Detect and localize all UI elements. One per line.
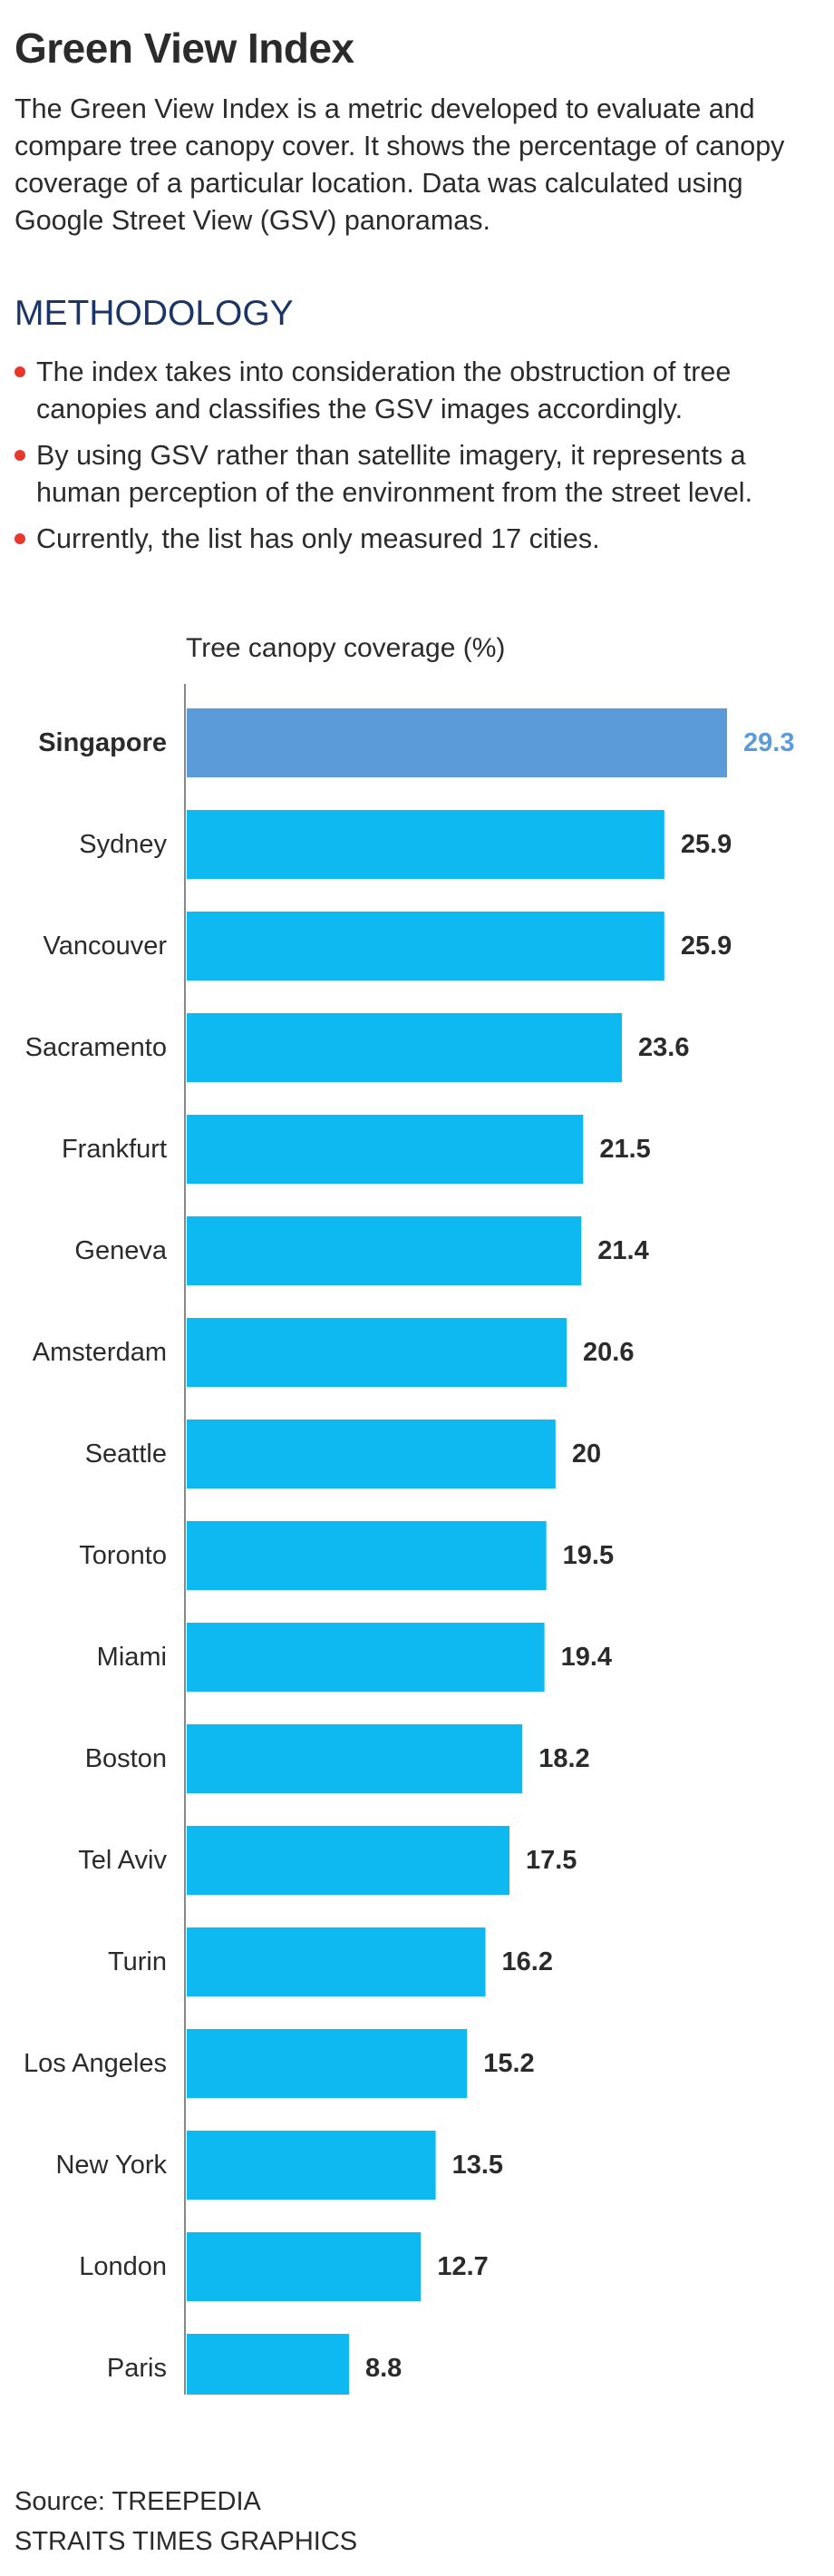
value-label: 15.2	[483, 2049, 534, 2078]
value-label: 18.2	[538, 1744, 589, 1773]
value-label: 20.6	[583, 1338, 634, 1367]
value-label: 20	[572, 1439, 601, 1469]
value-label: 17.5	[526, 1846, 577, 1875]
bar	[187, 2232, 422, 2301]
axis-title: Tree canopy coverage (%)	[186, 633, 506, 663]
bar	[187, 2131, 436, 2200]
value-label: 25.9	[681, 932, 732, 961]
category-label: Paris	[107, 2354, 167, 2383]
category-label: Toronto	[79, 1541, 167, 1570]
category-label: Miami	[97, 1643, 167, 1672]
category-label: Seattle	[85, 1439, 167, 1469]
intro-paragraph: The Green View Index is a metric develop…	[15, 93, 785, 236]
bar	[187, 708, 727, 777]
value-label: 19.4	[561, 1643, 612, 1672]
category-label: Turin	[108, 1947, 167, 1976]
bullet-dot-icon	[15, 533, 25, 544]
bar	[187, 1826, 509, 1895]
category-label: London	[79, 2252, 167, 2281]
category-label: Singapore	[38, 728, 167, 757]
bar	[187, 1216, 582, 1285]
category-label: Amsterdam	[33, 1338, 167, 1367]
value-label: 29.3	[743, 728, 794, 757]
methodology-item: Currently, the list has only measured 17…	[15, 521, 812, 558]
bar	[187, 810, 664, 879]
bullet-dot-icon	[15, 366, 25, 377]
bar	[187, 1318, 567, 1387]
bar	[187, 1420, 556, 1488]
value-label: 23.6	[638, 1033, 689, 1062]
credit-text: STRAITS TIMES GRAPHICS	[15, 2527, 358, 2556]
methodology-heading: METHODOLOGY	[15, 294, 294, 333]
bar	[187, 1521, 547, 1590]
methodology-item-text: By using GSV rather than satellite image…	[36, 440, 753, 508]
value-label: 19.5	[563, 1541, 614, 1570]
value-label: 8.8	[365, 2354, 402, 2383]
value-label: 25.9	[681, 830, 732, 859]
bar-chart: Singapore 29.3 Sydney 25.9 Vancouver 25.9 Sacr…	[24, 684, 794, 2395]
value-label: 16.2	[502, 1947, 553, 1976]
bar	[187, 912, 664, 981]
value-label: 13.5	[452, 2151, 503, 2180]
value-label: 21.5	[599, 1135, 650, 1164]
category-label: Geneva	[74, 1236, 167, 1265]
bar	[187, 2334, 350, 2395]
bar	[187, 1724, 523, 1793]
methodology-item: By using GSV rather than satellite image…	[15, 437, 812, 512]
methodology-list: The index takes into consideration the o…	[15, 354, 812, 567]
bar	[187, 1115, 584, 1184]
category-label: Los Angeles	[24, 2049, 167, 2078]
category-label: Sacramento	[25, 1033, 167, 1062]
bullet-dot-icon	[15, 450, 25, 461]
bar	[187, 1623, 545, 1692]
value-label: 12.7	[437, 2252, 488, 2281]
category-label: Boston	[85, 1744, 167, 1773]
methodology-item: The index takes into consideration the o…	[15, 354, 812, 428]
category-label: Tel Aviv	[78, 1846, 167, 1875]
source-text: Source: TREEPEDIA	[15, 2487, 261, 2516]
bar	[187, 1927, 486, 1996]
bar	[187, 2029, 468, 2098]
category-label: New York	[55, 2151, 167, 2180]
page-title: Green View Index	[15, 24, 354, 72]
category-label: Frankfurt	[62, 1135, 167, 1164]
bar	[187, 1013, 623, 1082]
methodology-item-text: Currently, the list has only measured 17…	[36, 523, 600, 554]
source-block: Source: TREEPEDIA STRAITS TIMES GRAPHICS	[15, 2482, 357, 2561]
methodology-item-text: The index takes into consideration the o…	[36, 356, 732, 424]
category-label: Sydney	[79, 830, 167, 859]
category-label: Vancouver	[44, 932, 168, 961]
value-label: 21.4	[597, 1236, 648, 1265]
